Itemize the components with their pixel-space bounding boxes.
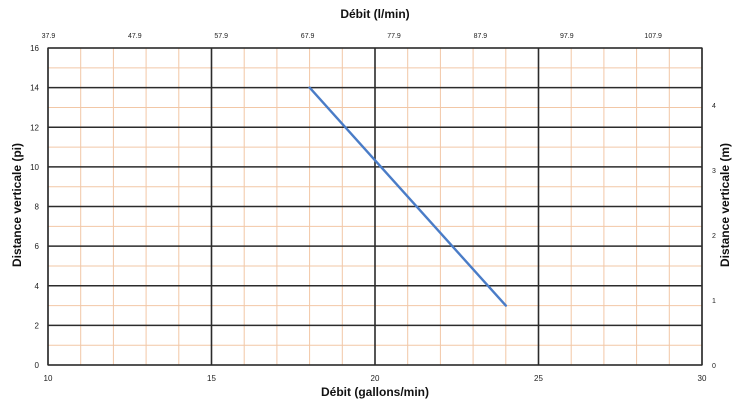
y2-tick-label: 3 [712,168,716,175]
y2-tick-label: 1 [712,298,716,305]
series-line [308,86,507,307]
data-series [308,86,507,307]
y-tick-label: 16 [30,44,39,53]
x-tick-label: 20 [371,374,380,383]
y-tick-label: 12 [30,123,39,132]
y-tick-label: 14 [30,84,39,93]
x2-tick-label: 107.9 [644,33,662,40]
x2-tick-label: 77.9 [387,33,401,40]
y-tick-label: 2 [35,321,40,330]
y-axis-title: Distance verticale (pi) [10,143,24,267]
y-tick-label: 8 [35,203,40,212]
x2-tick-label: 57.9 [214,33,228,40]
x2-tick-label: 37.9 [42,33,56,40]
y-tick-label: 0 [35,361,40,370]
y2-tick-label: 0 [712,363,716,370]
x2-tick-label: 87.9 [474,33,488,40]
x-axis-title: Débit (gallons/min) [321,385,429,399]
y-tick-label: 10 [30,163,39,172]
grid [47,47,703,366]
y-tick-label: 6 [35,242,40,251]
x2-axis-title: Débit (l/min) [340,7,409,21]
y2-tick-label: 2 [712,233,716,240]
x2-tick-label: 97.9 [560,33,574,40]
plot-frame [47,47,703,366]
y2-axis-title: Distance verticale (m) [718,143,732,267]
y2-tick-label: 4 [712,103,716,110]
x-tick-label: 30 [698,374,707,383]
x2-tick-label: 67.9 [301,33,315,40]
x-tick-label: 15 [207,374,216,383]
x-tick-label: 10 [44,374,53,383]
x-tick-label: 25 [534,374,543,383]
y-tick-label: 4 [35,282,40,291]
x2-tick-label: 47.9 [128,33,142,40]
